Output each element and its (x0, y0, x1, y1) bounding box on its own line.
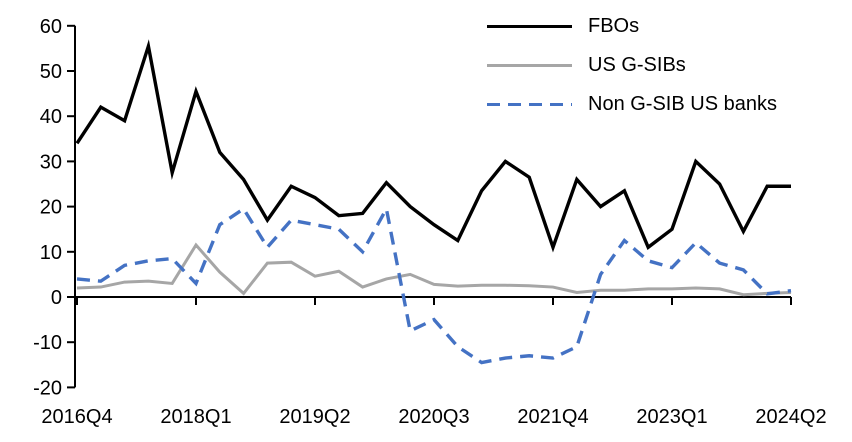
x-axis-tick-label: 2020Q3 (398, 406, 469, 428)
y-axis-tick-label: 40 (40, 106, 62, 128)
legend-item-us-gsibs: US G-SIBs (487, 46, 777, 85)
legend-label-us-gsibs: US G-SIBs (588, 54, 686, 76)
legend-swatch-non-gsib-us-banks (487, 102, 572, 107)
x-axis-tick-label: 2019Q2 (279, 406, 350, 428)
legend-label-fbos: FBOs (588, 15, 640, 37)
legend-item-non-gsib-us-banks: Non G-SIB US banks (487, 85, 777, 124)
x-axis-tick-label: 2024Q2 (755, 406, 826, 428)
chart-line-non-g-sib-us-banks (76, 203, 792, 365)
legend-label-non-gsib-us-banks: Non G-SIB US banks (588, 93, 777, 115)
y-axis-tick-label: 30 (40, 151, 62, 173)
x-axis-tick-label: 2023Q1 (636, 406, 707, 428)
legend-swatch-us-gsibs (487, 63, 572, 68)
y-axis-tick-label: 50 (40, 61, 62, 83)
x-axis-tick-label: 2018Q1 (160, 406, 231, 428)
y-axis-tick-label: 0 (51, 287, 62, 309)
legend: FBOs US G-SIBs Non G-SIB US banks (487, 7, 777, 124)
y-axis-tick-label: -20 (33, 377, 62, 399)
y-axis-tick-label: 20 (40, 197, 62, 219)
legend-item-fbos: FBOs (487, 7, 777, 46)
y-axis-tick-label: -10 (33, 332, 62, 354)
legend-swatch-fbos (487, 24, 572, 29)
x-axis-tick-label: 2021Q4 (517, 406, 588, 428)
chart-line-us-g-sibs (76, 242, 792, 297)
chart-line-fbos (75, 39, 791, 253)
x-axis-tick-label: 2016Q4 (41, 406, 112, 428)
y-axis-tick-label: 10 (40, 242, 62, 264)
y-axis-tick-label: 60 (40, 16, 62, 38)
